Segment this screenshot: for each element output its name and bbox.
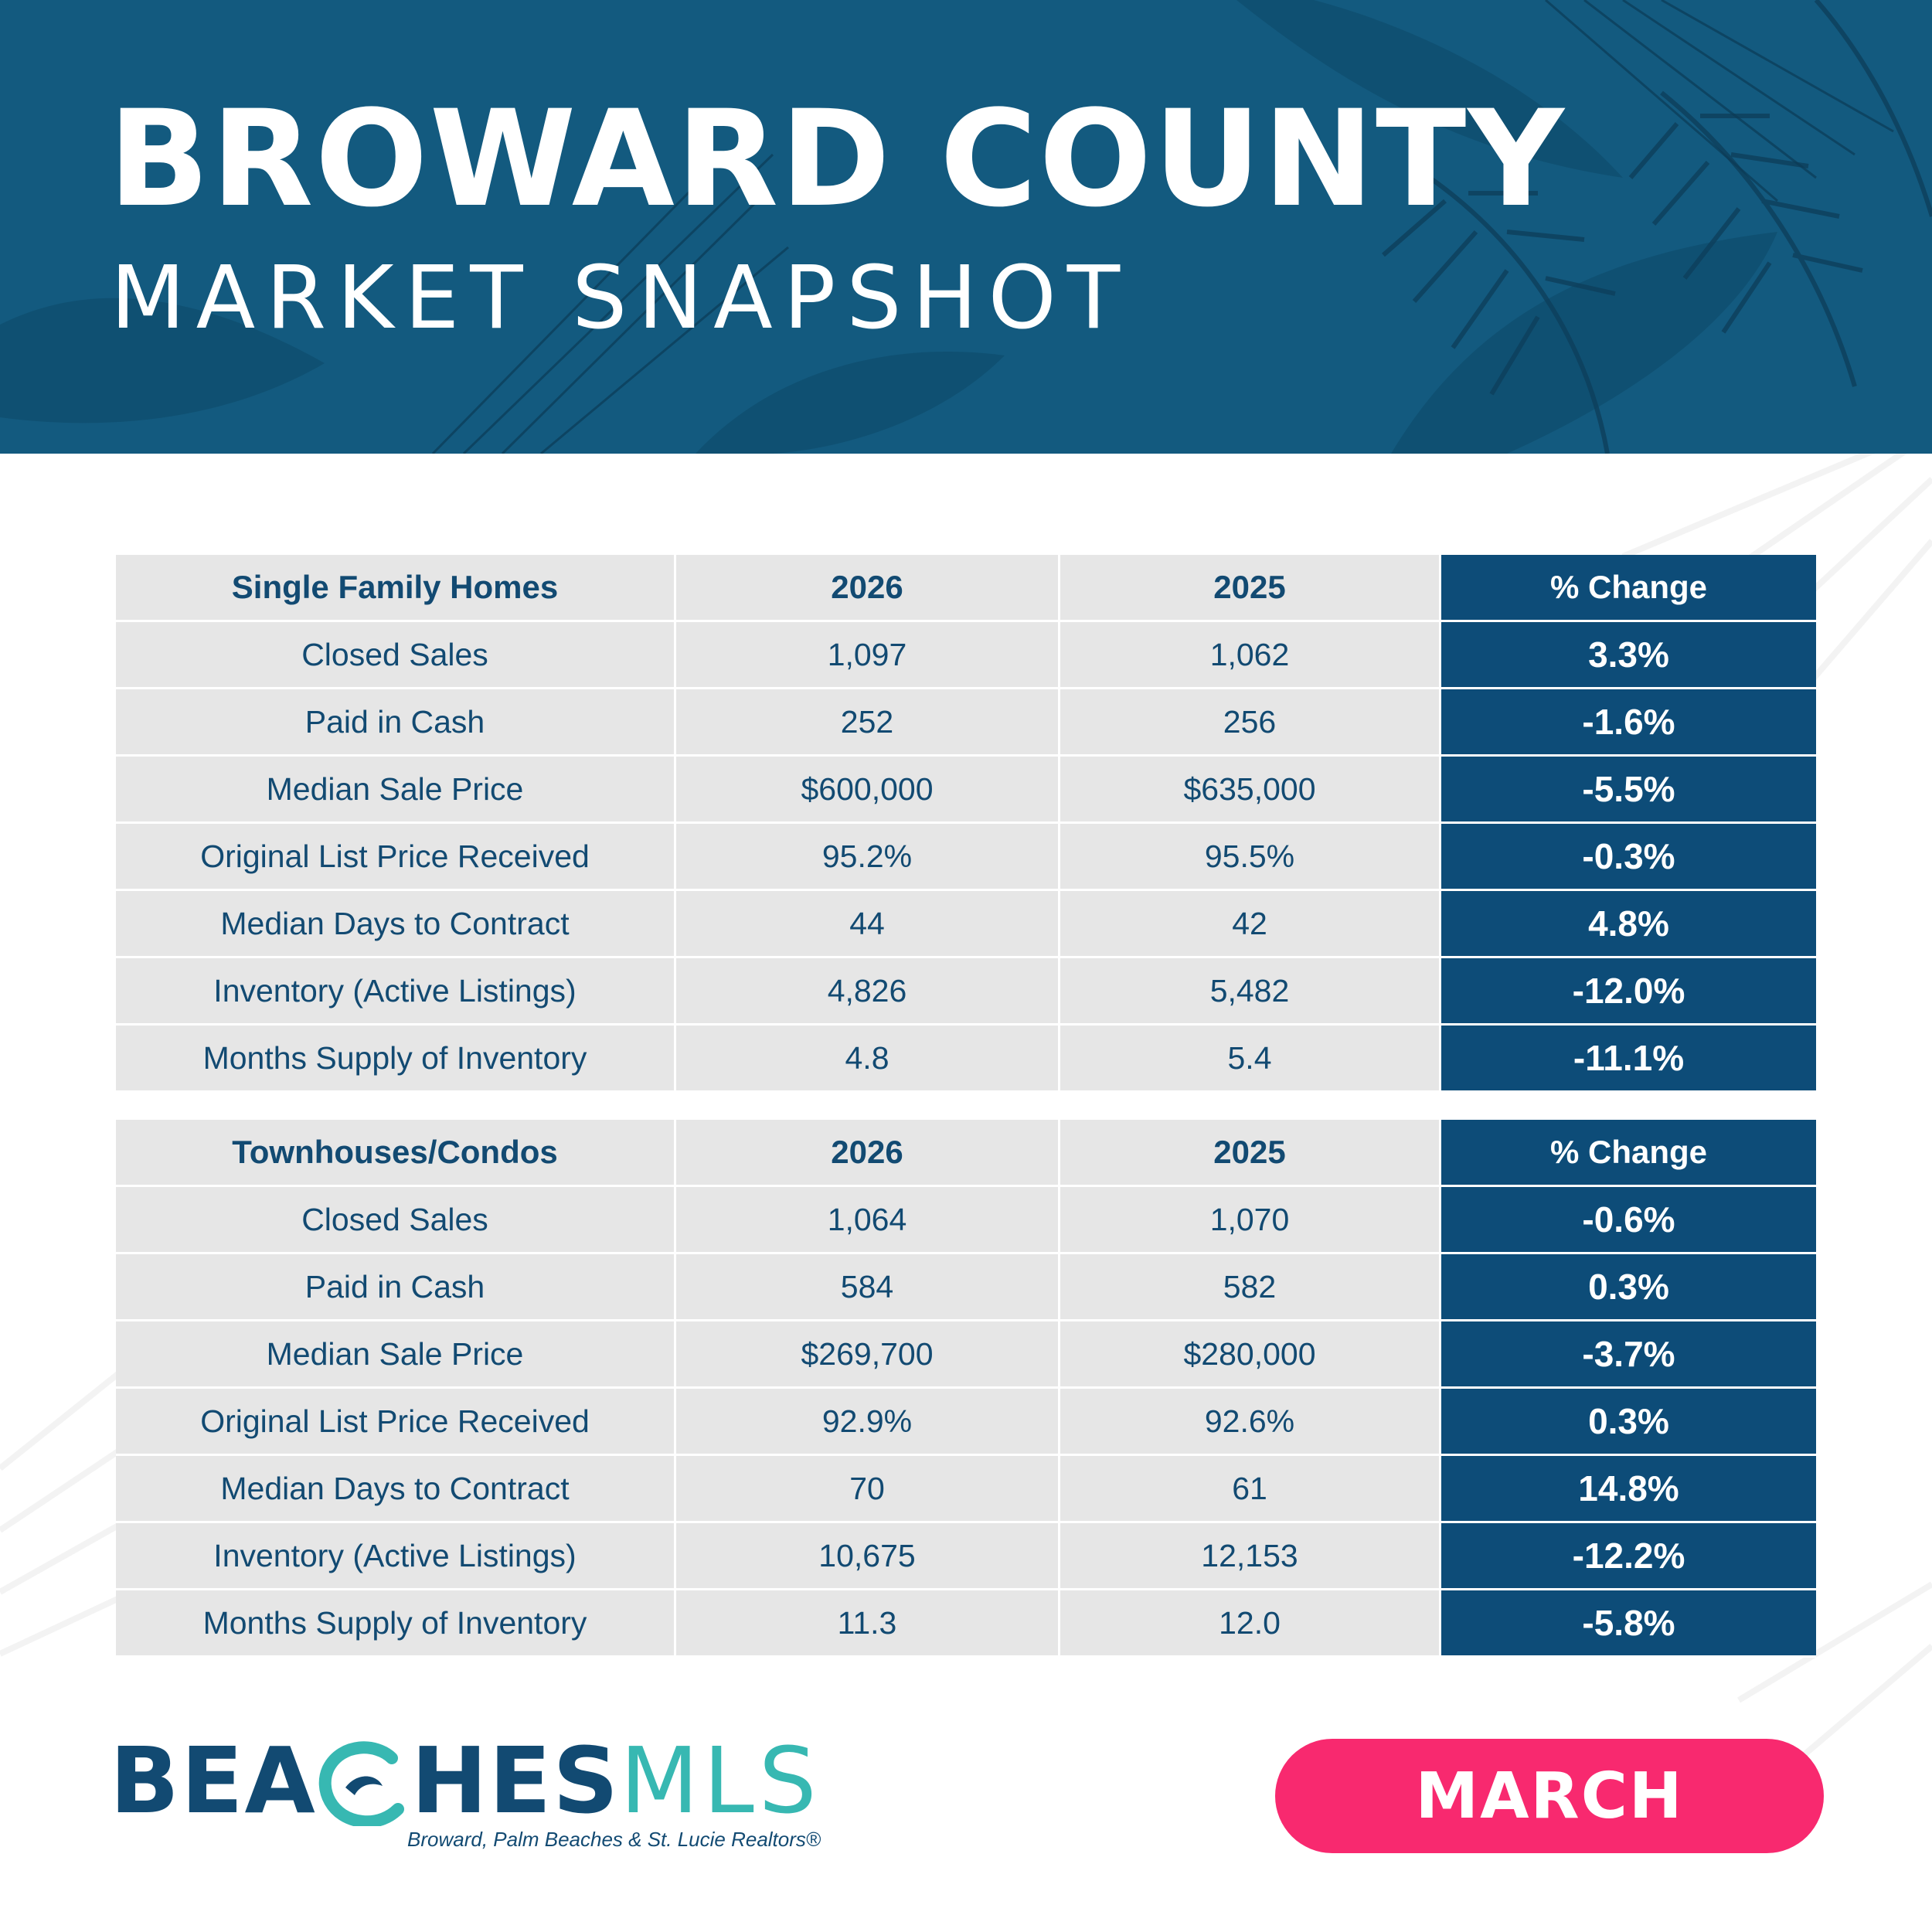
table-header-2026: 2026	[676, 555, 1060, 622]
value-2026: 4.8	[676, 1026, 1060, 1093]
value-2025: 256	[1060, 689, 1441, 757]
row-label: Inventory (Active Listings)	[116, 1523, 676, 1590]
row-label: Inventory (Active Listings)	[116, 958, 676, 1026]
row-label: Closed Sales	[116, 622, 676, 689]
row-label: Median Sale Price	[116, 1321, 676, 1389]
page-subtitle: MARKET SNAPSHOT	[111, 248, 1131, 349]
value-change: 0.3%	[1441, 1254, 1816, 1321]
value-2025: 12.0	[1060, 1590, 1441, 1658]
row-label: Paid in Cash	[116, 689, 676, 757]
table-header-change: % Change	[1441, 1120, 1816, 1187]
beaches-mls-logo: BEA HESMLS Broward, Palm Beaches & St. Lu…	[110, 1735, 836, 1851]
page-title: BROWARD COUNTY	[108, 81, 1566, 236]
month-button[interactable]: MARCH	[1275, 1739, 1824, 1853]
row-label: Original List Price Received	[116, 824, 676, 891]
table-header-change: % Change	[1441, 555, 1816, 622]
value-change: -0.3%	[1441, 824, 1816, 891]
value-change: -5.5%	[1441, 757, 1816, 824]
row-label: Months Supply of Inventory	[116, 1026, 676, 1093]
value-2025: 5.4	[1060, 1026, 1441, 1093]
row-label: Paid in Cash	[116, 1254, 676, 1321]
value-change: -3.7%	[1441, 1321, 1816, 1389]
value-change: 4.8%	[1441, 891, 1816, 958]
value-2025: 1,070	[1060, 1187, 1441, 1254]
value-2025: 582	[1060, 1254, 1441, 1321]
value-2026: 252	[676, 689, 1060, 757]
value-2026: 11.3	[676, 1590, 1060, 1658]
wave-c-icon	[318, 1741, 404, 1826]
table-header-category: Townhouses/Condos	[116, 1120, 676, 1187]
value-2025: 95.5%	[1060, 824, 1441, 891]
logo-wordmark: BEA HESMLS	[110, 1735, 821, 1826]
table-header-2026: 2026	[676, 1120, 1060, 1187]
townhouse-condo-table: Townhouses/Condos 2026 2025 % Change Clo…	[116, 1120, 1816, 1658]
row-label: Median Sale Price	[116, 757, 676, 824]
value-2026: 4,826	[676, 958, 1060, 1026]
value-change: 3.3%	[1441, 622, 1816, 689]
row-label: Months Supply of Inventory	[116, 1590, 676, 1658]
value-change: 0.3%	[1441, 1389, 1816, 1456]
value-2026: 92.9%	[676, 1389, 1060, 1456]
logo-tagline: Broward, Palm Beaches & St. Lucie Realto…	[407, 1828, 821, 1851]
value-2026: 1,097	[676, 622, 1060, 689]
value-2025: 12,153	[1060, 1523, 1441, 1590]
single-family-table: Single Family Homes 2026 2025 % Change C…	[116, 555, 1816, 1093]
logo-text-bea: BEA	[110, 1727, 317, 1834]
value-2026: 584	[676, 1254, 1060, 1321]
palm-leaf-decoration	[0, 0, 1932, 454]
logo-text-hes: HES	[410, 1727, 621, 1834]
logo-text-mls: MLS	[620, 1727, 821, 1834]
value-change: -12.0%	[1441, 958, 1816, 1026]
value-change: -12.2%	[1441, 1523, 1816, 1590]
header-banner: BROWARD COUNTY MARKET SNAPSHOT	[0, 0, 1932, 454]
value-change: -0.6%	[1441, 1187, 1816, 1254]
value-change: -11.1%	[1441, 1026, 1816, 1093]
value-2026: 1,064	[676, 1187, 1060, 1254]
value-2026: 44	[676, 891, 1060, 958]
value-2026: $600,000	[676, 757, 1060, 824]
value-2026: 10,675	[676, 1523, 1060, 1590]
row-label: Median Days to Contract	[116, 891, 676, 958]
row-label: Original List Price Received	[116, 1389, 676, 1456]
value-2025: $635,000	[1060, 757, 1441, 824]
value-change: -5.8%	[1441, 1590, 1816, 1658]
value-2025: 42	[1060, 891, 1441, 958]
row-label: Median Days to Contract	[116, 1456, 676, 1523]
value-2025: 1,062	[1060, 622, 1441, 689]
value-2026: $269,700	[676, 1321, 1060, 1389]
value-2025: 61	[1060, 1456, 1441, 1523]
table-header-category: Single Family Homes	[116, 555, 676, 622]
value-change: 14.8%	[1441, 1456, 1816, 1523]
value-2025: 5,482	[1060, 958, 1441, 1026]
table-header-2025: 2025	[1060, 555, 1441, 622]
table-header-2025: 2025	[1060, 1120, 1441, 1187]
value-change: -1.6%	[1441, 689, 1816, 757]
row-label: Closed Sales	[116, 1187, 676, 1254]
value-2026: 95.2%	[676, 824, 1060, 891]
value-2026: 70	[676, 1456, 1060, 1523]
value-2025: $280,000	[1060, 1321, 1441, 1389]
value-2025: 92.6%	[1060, 1389, 1441, 1456]
